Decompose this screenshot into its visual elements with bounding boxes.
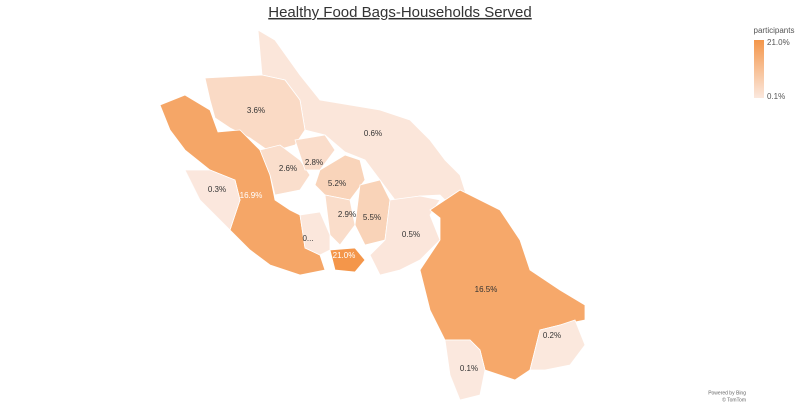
map-title: Healthy Food Bags-Households Served bbox=[268, 4, 531, 21]
region-label: 2.6% bbox=[279, 164, 297, 173]
region-label: 3.6% bbox=[247, 106, 265, 115]
region-label: 2.8% bbox=[305, 158, 323, 167]
region-label: 0.2% bbox=[543, 331, 561, 340]
region-label: 0.1% bbox=[460, 364, 478, 373]
region-label: 5.5% bbox=[363, 213, 381, 222]
region bbox=[294, 134, 336, 171]
region bbox=[299, 211, 331, 256]
region bbox=[184, 169, 241, 231]
region bbox=[314, 154, 366, 201]
region-label: 0.3% bbox=[208, 185, 226, 194]
region-label: 2.9% bbox=[338, 210, 356, 219]
region-label: 21.0% bbox=[333, 251, 356, 260]
region-label: 0.5% bbox=[402, 230, 420, 239]
region-label: 0... bbox=[302, 234, 313, 243]
region-label: 16.9% bbox=[240, 191, 263, 200]
region-label: 16.5% bbox=[475, 285, 498, 294]
legend-gradient bbox=[754, 40, 764, 98]
region bbox=[324, 194, 356, 246]
region-label: 5.2% bbox=[328, 179, 346, 188]
attribution: Powered by Bing bbox=[708, 390, 746, 396]
region bbox=[259, 144, 311, 196]
region bbox=[444, 339, 486, 401]
region bbox=[329, 247, 366, 273]
region-label: 0.6% bbox=[364, 129, 382, 138]
region bbox=[529, 319, 586, 371]
legend-max: 21.0% bbox=[767, 38, 790, 47]
legend-title: participants bbox=[754, 26, 795, 35]
region bbox=[369, 195, 441, 276]
legend-min: 0.1% bbox=[767, 92, 785, 101]
attribution: © TomTom bbox=[722, 396, 746, 403]
